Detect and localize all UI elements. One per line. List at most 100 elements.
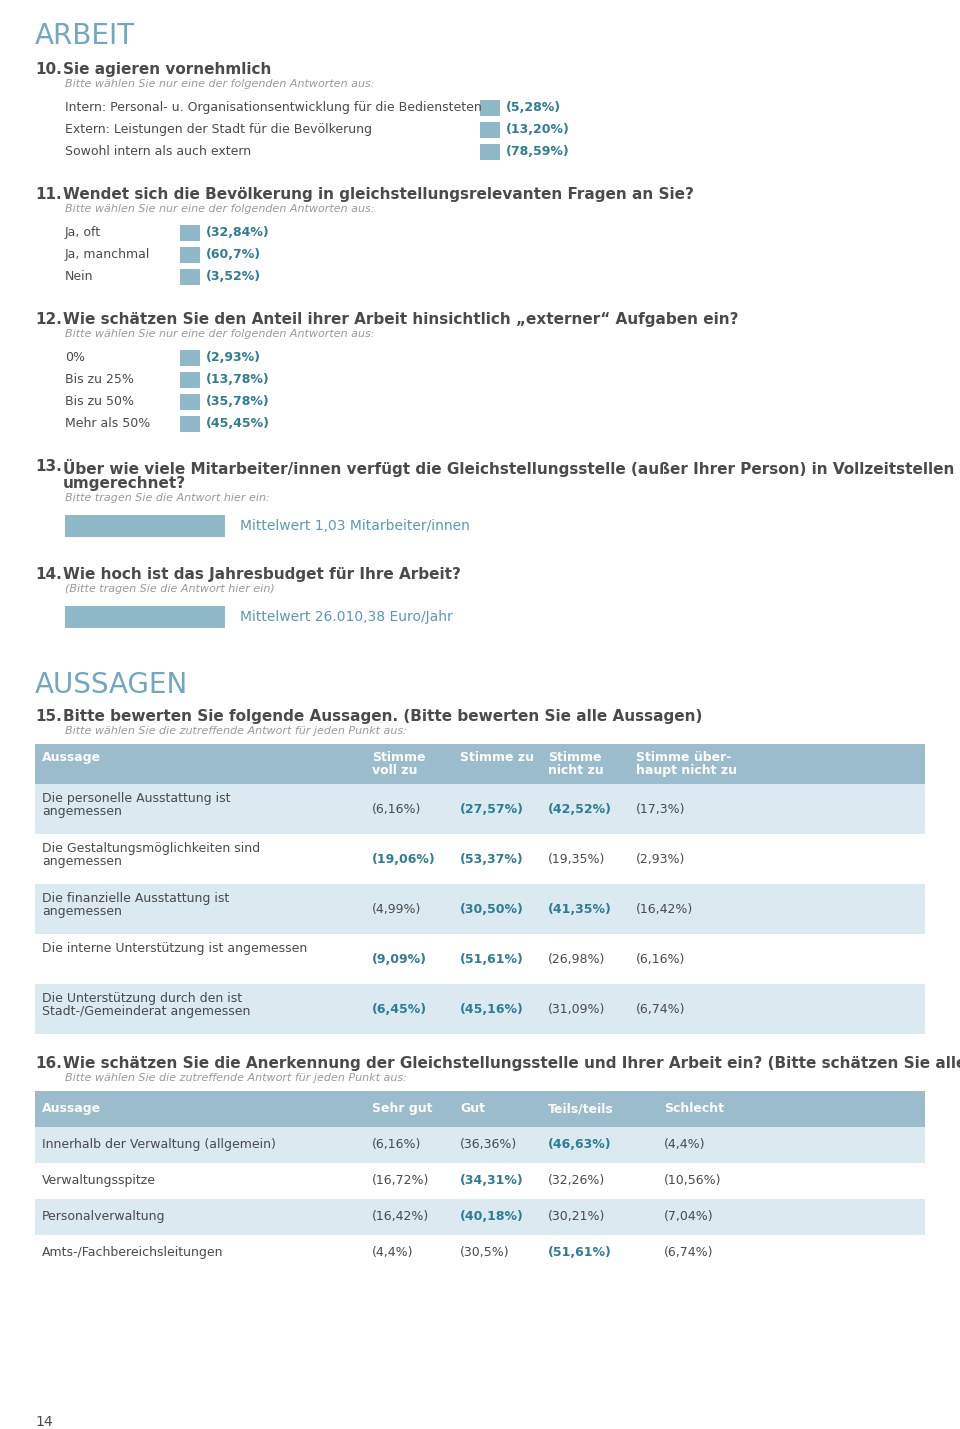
Text: Stimme über-: Stimme über- — [636, 752, 732, 765]
Text: Über wie viele Mitarbeiter/innen verfügt die Gleichstellungsstelle (außer Ihrer : Über wie viele Mitarbeiter/innen verfügt… — [63, 459, 954, 477]
Text: (46,63%): (46,63%) — [548, 1137, 612, 1150]
Bar — [35, 745, 925, 785]
Text: Schlecht: Schlecht — [664, 1102, 724, 1115]
Text: (41,35%): (41,35%) — [548, 903, 612, 916]
Text: Die Unterstützung durch den ist: Die Unterstützung durch den ist — [42, 992, 242, 1005]
Text: Mittelwert 1,03 Mitarbeiter/innen: Mittelwert 1,03 Mitarbeiter/innen — [240, 519, 469, 533]
Text: (5,28%): (5,28%) — [506, 101, 562, 114]
Text: Bitte wählen Sie nur eine der folgenden Antworten aus:: Bitte wählen Sie nur eine der folgenden … — [65, 204, 374, 214]
Text: Teils/teils: Teils/teils — [548, 1102, 613, 1115]
Text: Stimme: Stimme — [548, 752, 602, 765]
Text: Gut: Gut — [460, 1102, 485, 1115]
Bar — [35, 785, 925, 835]
Text: (Bitte tragen Sie die Antwort hier ein): (Bitte tragen Sie die Antwort hier ein) — [65, 584, 275, 594]
Text: (2,93%): (2,93%) — [636, 853, 685, 866]
Text: (32,26%): (32,26%) — [548, 1175, 605, 1187]
Text: (32,84%): (32,84%) — [206, 226, 270, 239]
Text: Aussage: Aussage — [42, 752, 101, 765]
Bar — [35, 935, 925, 985]
Text: (2,93%): (2,93%) — [206, 352, 261, 364]
Text: Sehr gut: Sehr gut — [372, 1102, 433, 1115]
Text: (27,57%): (27,57%) — [460, 803, 524, 816]
Bar — [35, 1163, 925, 1199]
Text: Ja, manchmal: Ja, manchmal — [65, 249, 151, 262]
Text: (78,59%): (78,59%) — [506, 144, 569, 159]
Bar — [35, 1127, 925, 1163]
Text: 10.: 10. — [35, 61, 61, 77]
Text: Ja, oft: Ja, oft — [65, 226, 101, 239]
Text: (60,7%): (60,7%) — [206, 249, 261, 262]
Text: (40,18%): (40,18%) — [460, 1210, 524, 1223]
Bar — [65, 606, 225, 627]
Text: AUSSAGEN: AUSSAGEN — [35, 672, 188, 699]
Bar — [480, 100, 500, 116]
Bar — [65, 514, 225, 537]
Text: (19,06%): (19,06%) — [372, 853, 436, 866]
Text: (17,3%): (17,3%) — [636, 803, 685, 816]
Bar — [35, 885, 925, 935]
Text: Bis zu 25%: Bis zu 25% — [65, 373, 133, 386]
Text: Sie agieren vornehmlich: Sie agieren vornehmlich — [63, 61, 272, 77]
Text: Die finanzielle Ausstattung ist: Die finanzielle Ausstattung ist — [42, 892, 229, 905]
Text: Bitte wählen Sie die zutreffende Antwort für jeden Punkt aus:: Bitte wählen Sie die zutreffende Antwort… — [65, 726, 407, 736]
Text: Bis zu 50%: Bis zu 50% — [65, 394, 134, 409]
Text: voll zu: voll zu — [372, 765, 418, 777]
Bar — [35, 1235, 925, 1270]
Text: 16.: 16. — [35, 1056, 61, 1070]
Text: (6,74%): (6,74%) — [636, 1003, 685, 1016]
Text: Sowohl intern als auch extern: Sowohl intern als auch extern — [65, 144, 252, 159]
Text: Personalverwaltung: Personalverwaltung — [42, 1210, 165, 1223]
Text: Aussage: Aussage — [42, 1102, 101, 1115]
Text: (13,20%): (13,20%) — [506, 123, 570, 136]
Bar — [35, 1199, 925, 1235]
Text: (6,16%): (6,16%) — [372, 1137, 421, 1150]
Text: Extern: Leistungen der Stadt für die Bevölkerung: Extern: Leistungen der Stadt für die Bev… — [65, 123, 372, 136]
Text: Wendet sich die Bevölkerung in gleichstellungsrelevanten Fragen an Sie?: Wendet sich die Bevölkerung in gleichste… — [63, 187, 694, 201]
Text: (13,78%): (13,78%) — [206, 373, 270, 386]
Text: nicht zu: nicht zu — [548, 765, 604, 777]
Text: (6,16%): (6,16%) — [636, 953, 685, 966]
Text: 14.: 14. — [35, 567, 61, 582]
Text: Wie schätzen Sie den Anteil ihrer Arbeit hinsichtlich „externer“ Aufgaben ein?: Wie schätzen Sie den Anteil ihrer Arbeit… — [63, 312, 738, 327]
Text: (6,16%): (6,16%) — [372, 803, 421, 816]
Text: (3,52%): (3,52%) — [206, 270, 261, 283]
Text: 0%: 0% — [65, 352, 85, 364]
Text: Verwaltungsspitze: Verwaltungsspitze — [42, 1175, 156, 1187]
Text: Die interne Unterstützung ist angemessen: Die interne Unterstützung ist angemessen — [42, 942, 307, 955]
Text: ARBEIT: ARBEIT — [35, 21, 135, 50]
Text: (51,61%): (51,61%) — [460, 953, 524, 966]
Text: (36,36%): (36,36%) — [460, 1137, 517, 1150]
Text: (42,52%): (42,52%) — [548, 803, 612, 816]
Text: (53,37%): (53,37%) — [460, 853, 524, 866]
Text: Bitte bewerten Sie folgende Aussagen. (Bitte bewerten Sie alle Aussagen): Bitte bewerten Sie folgende Aussagen. (B… — [63, 709, 703, 725]
Text: Mittelwert 26.010,38 Euro/Jahr: Mittelwert 26.010,38 Euro/Jahr — [240, 610, 453, 624]
Text: (19,35%): (19,35%) — [548, 853, 606, 866]
Text: Die Gestaltungsmöglichkeiten sind: Die Gestaltungsmöglichkeiten sind — [42, 842, 260, 855]
Text: 14: 14 — [35, 1415, 53, 1429]
Text: (9,09%): (9,09%) — [372, 953, 427, 966]
Text: Die personelle Ausstattung ist: Die personelle Ausstattung ist — [42, 792, 230, 805]
Text: (4,4%): (4,4%) — [664, 1137, 706, 1150]
Text: (16,42%): (16,42%) — [636, 903, 693, 916]
Bar — [180, 247, 200, 263]
Text: (45,16%): (45,16%) — [460, 1003, 524, 1016]
Text: (35,78%): (35,78%) — [206, 394, 270, 409]
Text: Nein: Nein — [65, 270, 93, 283]
Text: (30,21%): (30,21%) — [548, 1210, 606, 1223]
Text: 15.: 15. — [35, 709, 61, 725]
Text: (4,4%): (4,4%) — [372, 1246, 414, 1259]
Text: (51,61%): (51,61%) — [548, 1246, 612, 1259]
Bar — [180, 269, 200, 284]
Text: Amts-/Fachbereichsleitungen: Amts-/Fachbereichsleitungen — [42, 1246, 224, 1259]
Bar — [35, 1090, 925, 1127]
Text: Stimme: Stimme — [372, 752, 425, 765]
Text: angemessen: angemessen — [42, 855, 122, 867]
Text: Bitte wählen Sie nur eine der folgenden Antworten aus:: Bitte wählen Sie nur eine der folgenden … — [65, 79, 374, 89]
Bar — [180, 394, 200, 410]
Text: Bitte tragen Sie die Antwort hier ein:: Bitte tragen Sie die Antwort hier ein: — [65, 493, 270, 503]
Text: (6,45%): (6,45%) — [372, 1003, 427, 1016]
Text: (10,56%): (10,56%) — [664, 1175, 722, 1187]
Text: (26,98%): (26,98%) — [548, 953, 606, 966]
Text: (6,74%): (6,74%) — [664, 1246, 713, 1259]
Text: (34,31%): (34,31%) — [460, 1175, 524, 1187]
